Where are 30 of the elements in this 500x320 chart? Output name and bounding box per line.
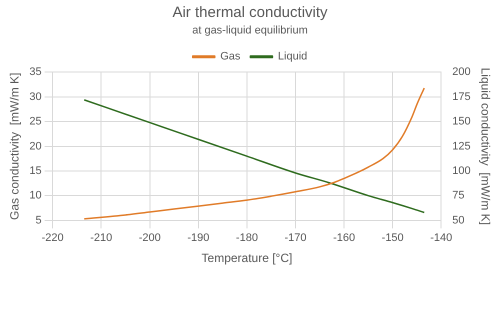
y-tick-label: 5 (36, 214, 42, 226)
y-axis-title: Gas conductivity [mW/m K] (8, 72, 22, 220)
y2-tick-label: 50 (452, 214, 464, 226)
x-tick-label: -210 (90, 232, 112, 244)
x-axis-title: Temperature [°C] (202, 251, 292, 266)
x-tick-label: -180 (236, 232, 258, 244)
y-tick-label: 10 (29, 190, 42, 202)
x-tick-label: -150 (382, 232, 404, 244)
y-tick-label: 35 (29, 66, 42, 78)
y2-tick-label: 175 (452, 90, 471, 103)
y-tick-label: 15 (29, 165, 42, 178)
y2-tick-label: 125 (452, 140, 471, 152)
x-tick-label: -200 (138, 232, 161, 244)
y2-tick-label: 100 (452, 165, 471, 178)
y2-tick-label: 150 (452, 116, 471, 128)
y-tick-label: 20 (29, 140, 42, 152)
x-tick-label: -160 (333, 232, 356, 244)
chart-title: Air thermal conductivity (172, 4, 328, 22)
x-tick-label: -170 (284, 232, 307, 244)
y-tick-label: 30 (29, 90, 42, 103)
y2-tick-label: 75 (452, 190, 464, 202)
legend-label: Gas (220, 50, 241, 63)
y-tick-label: 25 (29, 116, 42, 128)
x-tick-label: -220 (42, 232, 64, 244)
x-tick-label: -140 (430, 232, 452, 244)
y2-tick-label: 200 (452, 66, 471, 78)
chart-subtitle: at gas-liquid equilibrium (192, 24, 308, 37)
y2-axis-title: Liquid conductivity [mW/m K] (478, 68, 492, 225)
x-tick-label: -190 (187, 232, 210, 244)
legend-label: Liquid (278, 50, 308, 63)
